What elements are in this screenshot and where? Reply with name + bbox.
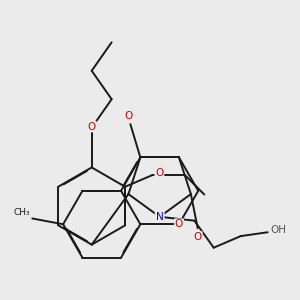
Text: O: O <box>124 111 133 121</box>
Text: N: N <box>156 212 164 222</box>
Text: O: O <box>88 122 96 131</box>
Text: O: O <box>175 219 183 229</box>
Text: OH: OH <box>271 225 287 235</box>
Text: O: O <box>194 232 202 242</box>
Text: CH₃: CH₃ <box>14 208 30 217</box>
Text: O: O <box>155 168 164 178</box>
